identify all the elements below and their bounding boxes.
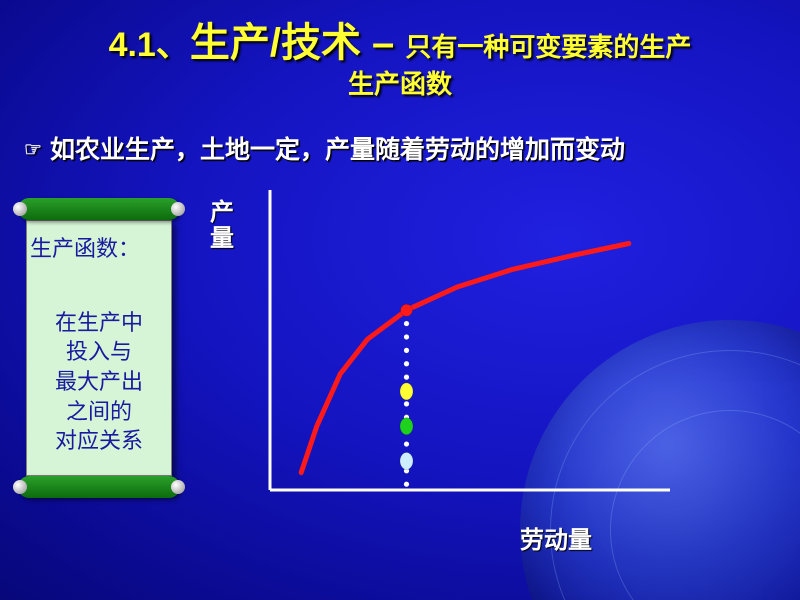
x-axis-label: 劳动量 xyxy=(520,520,592,555)
scroll-rod-bottom xyxy=(18,476,180,498)
title-number: 4.1、 xyxy=(109,26,190,64)
scroll-text: 生产函数： 在生产中投入与最大产出之间的对应关系 xyxy=(26,228,172,468)
scroll-body: 在生产中投入与最大产出之间的对应关系 xyxy=(28,308,170,456)
slide-title: 4.1、生产/技术 – 只有一种可变要素的生产 生产函数 xyxy=(0,18,800,101)
title-sub-2: 生产函数 xyxy=(0,68,800,101)
slide: 4.1、生产/技术 – 只有一种可变要素的生产 生产函数 ☞如农业生产，土地一定… xyxy=(0,0,800,600)
production-curve-chart xyxy=(250,180,680,510)
bullet-text: 如农业生产，土地一定，产量随着劳动的增加而变动 xyxy=(50,137,625,164)
y-axis-label: 产量 xyxy=(210,200,236,253)
scroll-rod-top xyxy=(18,198,180,220)
scroll-label: 生产函数： xyxy=(28,234,170,264)
title-sub-1: 只有一种可变要素的生产 xyxy=(405,32,691,62)
title-main: 生产/技术 – xyxy=(190,21,406,65)
bullet-line: ☞如农业生产，土地一定，产量随着劳动的增加而变动 xyxy=(24,130,776,166)
scroll-callout: 生产函数： 在生产中投入与最大产出之间的对应关系 xyxy=(18,198,180,498)
pointing-hand-icon: ☞ xyxy=(24,137,50,162)
